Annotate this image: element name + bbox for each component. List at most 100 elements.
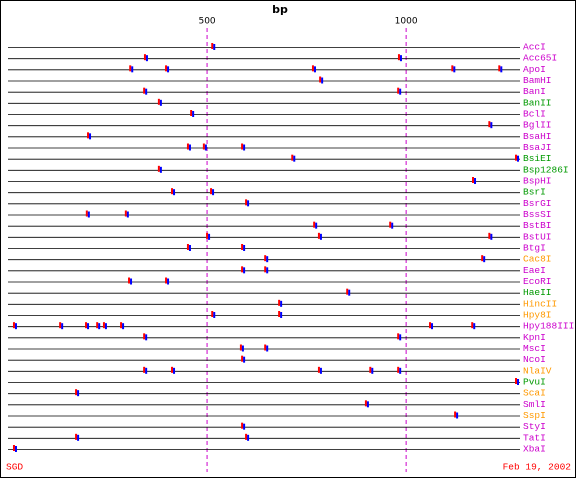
- cut-bottom: [456, 412, 459, 419]
- cut-top: [369, 366, 372, 373]
- enzyme-label: Hpy188III: [523, 321, 574, 332]
- cut-top: [241, 244, 244, 250]
- cut-top: [239, 344, 242, 351]
- cut-site: [397, 333, 402, 341]
- cut-site: [157, 165, 162, 173]
- cut-site: [389, 221, 394, 229]
- cut-bottom: [167, 66, 170, 73]
- enzyme-label: EcoRI: [523, 276, 552, 287]
- cut-site: [75, 433, 80, 441]
- cut-bottom: [188, 245, 191, 251]
- cut-bottom: [319, 367, 322, 374]
- cut-site: [143, 366, 148, 374]
- cut-bottom: [243, 245, 246, 251]
- enzyme-label: PvuI: [523, 377, 546, 388]
- cut-top: [85, 322, 88, 329]
- cut-site: [313, 221, 318, 229]
- cut-site: [120, 322, 125, 330]
- cut-bottom: [104, 323, 107, 330]
- x-tick-label: 500: [198, 17, 215, 27]
- cut-site: [143, 87, 148, 95]
- cut-site: [143, 333, 148, 341]
- cut-site: [171, 366, 176, 374]
- cut-bottom: [126, 211, 129, 218]
- cut-top: [165, 277, 168, 284]
- cut-site: [211, 311, 216, 318]
- cut-site: [210, 188, 215, 196]
- cut-top: [165, 65, 168, 72]
- cut-top: [498, 65, 501, 72]
- cut-bottom: [14, 446, 17, 452]
- cut-bottom: [243, 144, 246, 151]
- cut-top: [264, 266, 267, 273]
- cut-site: [515, 378, 520, 385]
- cut-site: [124, 210, 129, 218]
- cut-bottom: [293, 155, 296, 162]
- cut-site: [241, 244, 246, 251]
- enzyme-label: HaeII: [523, 287, 552, 298]
- cut-bottom: [366, 401, 369, 408]
- cut-top: [264, 255, 267, 262]
- cut-site: [471, 322, 476, 330]
- cut-bottom: [159, 99, 162, 106]
- cut-bottom: [208, 233, 211, 240]
- cut-site: [241, 143, 246, 151]
- cut-top: [210, 188, 213, 195]
- enzyme-label: SspI: [523, 410, 546, 421]
- cut-bottom: [87, 211, 90, 218]
- enzyme-label: HincII: [523, 298, 557, 309]
- cut-bottom: [399, 367, 402, 374]
- cut-top: [202, 143, 205, 150]
- cut-bottom: [483, 256, 486, 263]
- cut-site: [481, 255, 486, 263]
- cut-site: [264, 344, 269, 352]
- cut-bottom: [319, 233, 322, 240]
- cut-top: [317, 232, 320, 239]
- cut-top: [12, 445, 15, 451]
- cut-top: [120, 322, 123, 329]
- cut-site: [278, 299, 283, 307]
- cut-top: [278, 311, 281, 317]
- enzyme-label: BglII: [523, 120, 552, 131]
- enzyme-label: BclI: [523, 109, 546, 120]
- cut-site: [202, 143, 207, 151]
- cut-bottom: [348, 289, 351, 296]
- enzyme-label: BssSI: [523, 209, 552, 220]
- cut-site: [186, 244, 191, 251]
- cut-top: [241, 143, 244, 150]
- cut-site: [241, 266, 246, 274]
- cut-bottom: [61, 323, 64, 330]
- cut-bottom: [371, 367, 374, 374]
- cut-bottom: [399, 88, 402, 95]
- cut-top: [75, 433, 78, 440]
- cut-site: [206, 232, 211, 240]
- cut-top: [488, 232, 491, 239]
- cut-top: [481, 255, 484, 262]
- cut-bottom: [517, 379, 520, 385]
- cut-bottom: [243, 267, 246, 274]
- cut-top: [143, 87, 146, 94]
- cut-site: [241, 355, 246, 363]
- cut-site: [311, 65, 316, 73]
- cut-top: [12, 322, 15, 329]
- cut-top: [472, 177, 475, 183]
- cut-bottom: [517, 155, 520, 162]
- cut-bottom: [399, 55, 402, 62]
- cut-bottom: [490, 122, 493, 129]
- cut-site: [96, 322, 101, 330]
- cut-top: [397, 366, 400, 373]
- enzyme-label: StyI: [523, 421, 546, 432]
- cut-top: [171, 188, 174, 195]
- cut-site: [165, 65, 170, 73]
- cut-bottom: [266, 345, 269, 352]
- cut-site: [369, 366, 374, 374]
- cut-top: [488, 121, 491, 128]
- enzyme-label: BtgI: [523, 243, 546, 254]
- cut-site: [397, 54, 402, 62]
- enzyme-label: NcoI: [523, 354, 546, 365]
- enzyme-label: ScaI: [523, 388, 546, 399]
- cut-top: [157, 98, 160, 105]
- cut-bottom: [77, 434, 80, 441]
- cut-site: [346, 288, 351, 296]
